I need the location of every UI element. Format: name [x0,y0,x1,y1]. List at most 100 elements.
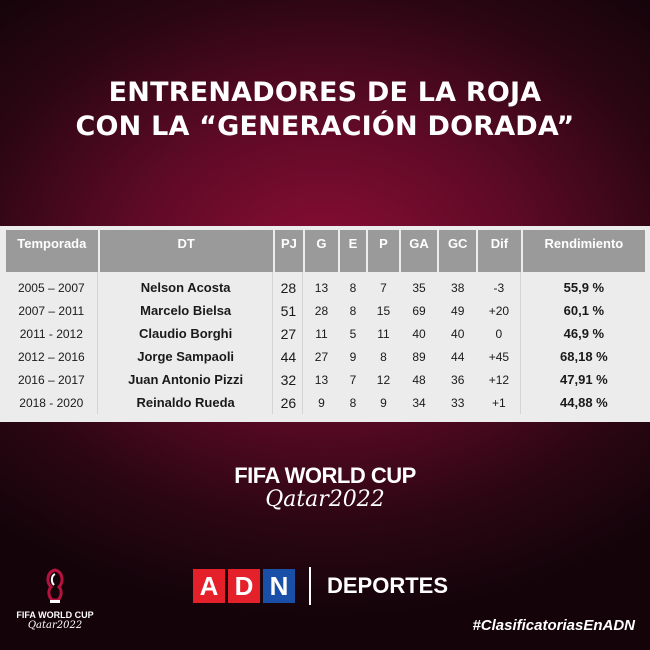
adn-letter-n: N [263,569,295,603]
cell-gc: 49 [451,303,465,318]
cell-e: 8 [349,303,357,318]
cell-gc: 33 [451,395,465,410]
cell-g: 28 [314,303,329,318]
cell-g: 27 [314,349,329,364]
world-cup-subtitle: Qatar2022 [265,487,385,512]
cell-p: 11 [377,326,390,341]
cell-e: 9 [349,349,357,364]
cell-pj: 28 [275,272,304,299]
cell-rendimiento: 44,88 % [560,395,608,410]
cell-dt: Claudio Borghi [100,322,273,345]
cell-dif: 0 [478,322,521,345]
cell-g: 9 [318,395,325,410]
adn-letter-n-text: N [269,570,289,601]
cell-p: 15 [376,303,391,318]
cell-temporada: 2018 - 2020 [6,391,98,414]
cell-dif: -3 [478,272,521,299]
adn-letter-d-text: D [234,570,254,601]
cell-rendimiento: 55,9 % [563,280,605,295]
cell-pj: 44 [275,345,304,368]
cell-p: 9 [380,395,387,410]
cell-ga: 34 [412,395,426,410]
hashtag: #ClasificatoriasEnADN [472,617,635,634]
header-dt: DT [99,230,273,272]
cell-rendimiento: 47,91 % [560,372,608,387]
cell-g: 13 [314,372,329,387]
cell-ga: 48 [412,372,426,387]
header-pj: PJ [274,230,304,272]
header-temporada: Temporada [6,230,98,272]
table-row: 2007 – 2011 Marcelo Bielsa 51 28 8 15 69 49 +20 6… [6,299,645,322]
header-rendimiento: Rendimiento [522,230,645,272]
cell-dt: Jorge Sampaoli [100,345,273,368]
cell-p: 8 [380,349,387,364]
header-e: E [339,230,367,272]
header-g: G [305,230,338,272]
cell-dif: +45 [478,345,521,368]
cell-rendimiento: 60,1 % [563,303,605,318]
cell-dt: Juan Antonio Pizzi [100,368,273,391]
cell-p: 7 [380,280,387,295]
cell-e: 5 [349,326,357,341]
cell-pj: 26 [275,391,304,414]
brand-divider [309,567,311,605]
cell-temporada: 2005 – 2007 [6,272,98,299]
page-title: ENTRENADORES DE LA ROJA CON LA “GENERACI… [0,76,650,144]
cell-ga: 89 [412,349,426,364]
cell-ga: 69 [412,303,426,318]
cell-gc: 38 [451,280,465,295]
cell-pj: 27 [275,322,304,345]
cell-rendimiento: 68,18 % [560,349,608,364]
cell-pj: 51 [275,299,304,322]
adn-letter-d: D [228,569,260,603]
title-line-2: CON LA “GENERACIÓN DORADA” [75,111,575,142]
cell-gc: 36 [451,372,465,387]
header-dif: Dif [478,230,521,272]
adn-letter-a: A [193,569,225,603]
coaches-table: Temporada DT PJ G E P GA GC Dif Rendimie… [4,230,647,414]
cell-temporada: 2016 – 2017 [6,368,98,391]
table-row: 2005 – 2007 Nelson Acosta 28 13 8 7 35 38 -3 55,9… [6,272,645,299]
cell-dif: +20 [478,299,521,322]
header-p: P [368,230,399,272]
cell-temporada: 2007 – 2011 [6,299,98,322]
adn-letter-a-text: A [199,570,219,601]
header-ga: GA [400,230,438,272]
coaches-table-panel: Temporada DT PJ G E P GA GC Dif Rendimie… [0,226,650,422]
cell-temporada: 2011 - 2012 [6,322,98,345]
world-cup-logo: FIFA WORLD CUP Qatar2022 [0,463,650,512]
table-row: 2012 – 2016 Jorge Sampaoli 44 27 9 8 89 44 +45 68… [6,345,645,368]
cell-dt: Marcelo Bielsa [100,299,273,322]
cell-e: 8 [349,280,357,295]
cell-dt: Reinaldo Rueda [100,391,273,414]
adn-logo: A D N [193,569,295,603]
header-gc: GC [439,230,477,272]
cell-p: 12 [376,372,391,387]
cell-gc: 40 [451,326,465,341]
cell-g: 11 [315,326,328,341]
cell-ga: 35 [412,280,426,295]
table-row: 2011 - 2012 Claudio Borghi 27 11 5 11 40 40 0 46,… [6,322,645,345]
cell-dt: Nelson Acosta [100,272,273,299]
world-cup-title: FIFA WORLD CUP [234,463,416,488]
cell-dif: +1 [478,391,521,414]
cell-temporada: 2012 – 2016 [6,345,98,368]
table-row: 2018 - 2020 Reinaldo Rueda 26 9 8 9 34 33 +1 44,8… [6,391,645,414]
title-line-1: ENTRENADORES DE LA ROJA [108,77,542,108]
cell-ga: 40 [412,326,426,341]
cell-e: 7 [349,372,357,387]
cell-g: 13 [314,280,329,295]
world-cup-trophy-icon [46,568,64,603]
table-row: 2016 – 2017 Juan Antonio Pizzi 32 13 7 12 48 36… [6,368,645,391]
small-logo-line-1: FIFA WORLD CUP [16,610,94,620]
cell-pj: 32 [275,368,304,391]
table-header-row: Temporada DT PJ G E P GA GC Dif Rendimie… [6,230,645,272]
small-world-cup-emblem: FIFA WORLD CUP Qatar2022 [10,568,100,631]
brand-section-label: DEPORTES [327,573,449,598]
cell-e: 8 [349,395,357,410]
cell-gc: 44 [451,349,465,364]
table-body: 2005 – 2007 Nelson Acosta 28 13 8 7 35 38 -3 55,9… [6,272,645,414]
cell-rendimiento: 46,9 % [563,326,605,341]
cell-dif: +12 [478,368,521,391]
small-logo-line-2: Qatar2022 [27,620,83,631]
